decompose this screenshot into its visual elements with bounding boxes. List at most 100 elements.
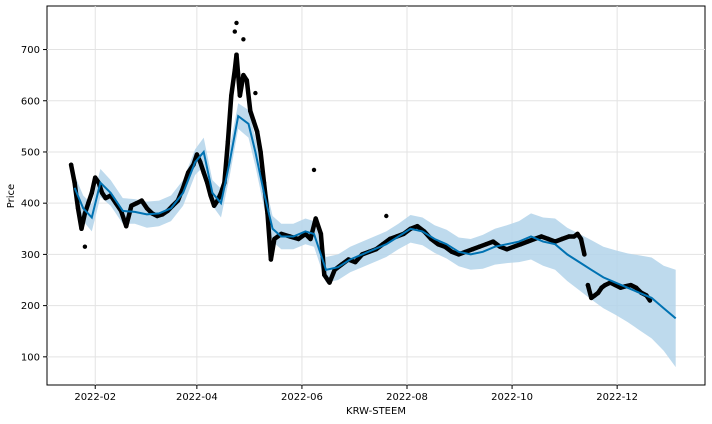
y-tick-label: 100 (21, 352, 40, 363)
observed-point (477, 244, 482, 249)
x-axis-label: KRW-STEEM (346, 406, 406, 417)
observed-point (186, 170, 191, 175)
axis-ticks: 2022-02 2022-04 2022-06 2022-08 2022-10 2022-… (21, 45, 638, 403)
y-tick-label: 200 (21, 301, 40, 312)
observed-point (525, 239, 530, 244)
observed-point (322, 272, 327, 278)
observed-point (237, 93, 243, 98)
observed-point (79, 226, 84, 231)
observed-point (575, 231, 580, 237)
observed-point (248, 108, 253, 114)
observed-point (272, 236, 277, 242)
observed-point (198, 160, 203, 165)
observed-point (308, 236, 313, 242)
observed-point (268, 257, 274, 262)
x-tick-label: 2022-02 (74, 392, 116, 403)
observed-point (144, 206, 150, 211)
y-tick-label: 700 (21, 45, 40, 56)
observed-point (318, 231, 324, 237)
observed-point (327, 280, 332, 285)
observed-point (435, 242, 441, 247)
observed-point (470, 247, 475, 252)
y-tick-label: 400 (21, 199, 40, 210)
observed-point (68, 162, 74, 167)
observed-point (484, 242, 489, 247)
observed-point (313, 216, 318, 221)
observed-point (75, 206, 81, 211)
observed-point (254, 129, 260, 134)
observed-point (241, 72, 246, 78)
observed-point (129, 203, 134, 208)
observed-point (229, 93, 234, 98)
observed-point (647, 298, 653, 303)
observed-point (241, 37, 246, 42)
observed-point (155, 213, 160, 219)
observed-point (86, 201, 91, 206)
observed-point (211, 203, 217, 208)
observed-point (232, 67, 237, 73)
observed-point (546, 236, 551, 242)
observed-point (618, 285, 623, 290)
x-tick-label: 2022-10 (491, 392, 533, 403)
observed-point (194, 152, 200, 157)
observed-point (296, 236, 301, 242)
observed-point (582, 252, 587, 257)
observed-point (456, 252, 461, 257)
observed-trace (68, 52, 587, 285)
observed-point (415, 224, 420, 229)
observed-point (449, 249, 454, 254)
observed-point (592, 293, 597, 298)
observed-point (596, 290, 601, 295)
observed-point (518, 242, 523, 247)
observed-point (353, 259, 358, 265)
observed-point (134, 201, 139, 206)
observed-point (258, 149, 263, 155)
forecast-line (73, 114, 677, 320)
observed-point (251, 119, 256, 124)
observed-point (89, 190, 95, 196)
observed-point (539, 234, 544, 239)
observed-point (589, 295, 594, 301)
observed-point (559, 236, 565, 242)
uncertainty-interval (74, 103, 676, 368)
observed-point (504, 247, 510, 252)
observed-point (442, 244, 448, 249)
observed-point (602, 282, 608, 288)
observed-point (205, 180, 210, 185)
observed-point (571, 234, 577, 239)
observed-point (232, 29, 237, 34)
y-tick-label: 600 (21, 96, 40, 107)
observed-point (633, 285, 639, 290)
y-axis-label: Price (6, 184, 17, 208)
observed-point (253, 90, 258, 96)
observed-point (234, 20, 239, 26)
observed-point (103, 195, 108, 201)
observed-point (511, 244, 516, 249)
observed-point (93, 175, 98, 180)
observed-point (311, 167, 317, 173)
observed-point (99, 190, 105, 196)
observed-point (72, 180, 77, 185)
observed-point (139, 198, 144, 203)
observed-point (201, 170, 206, 175)
observed-point (552, 239, 558, 244)
observed-point (384, 213, 389, 219)
y-tick-label: 500 (21, 147, 40, 158)
observed-point (585, 282, 591, 288)
observed-point (124, 224, 129, 229)
observed-point (225, 139, 231, 144)
x-tick-label: 2022-04 (176, 392, 218, 403)
observed-point (82, 244, 88, 249)
x-tick-label: 2022-06 (281, 392, 323, 403)
x-tick-label: 2022-08 (386, 392, 428, 403)
observed-point (599, 285, 604, 290)
x-tick-label: 2022-12 (596, 392, 638, 403)
observed-point (234, 52, 239, 57)
observed-point (566, 234, 572, 239)
observed-point (208, 193, 213, 198)
observed-point (244, 78, 249, 83)
observed-point (490, 239, 496, 244)
plot-frame (46, 5, 706, 386)
y-tick-label: 300 (21, 250, 40, 261)
